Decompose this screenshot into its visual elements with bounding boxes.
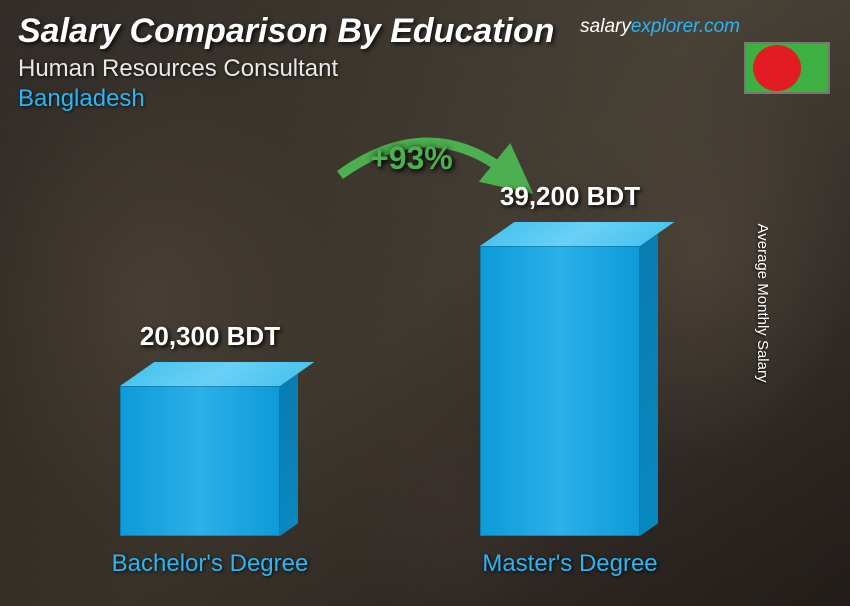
salary-bar-chart: +93% 20,300 BDTBachelor's Degree39,200 B… — [0, 156, 810, 576]
brand-part1: salary — [580, 16, 631, 37]
brand-logo: salaryexplorer.com — [580, 16, 740, 38]
bar-top — [480, 222, 674, 246]
bar-side — [640, 233, 658, 536]
country-label: Bangladesh — [18, 85, 832, 113]
bar-top — [120, 362, 314, 386]
bar-side — [280, 373, 298, 536]
bar-category-label: Bachelor's Degree — [80, 550, 340, 578]
bar-category-label: Master's Degree — [440, 550, 700, 578]
country-flag-icon — [744, 42, 830, 94]
bar-front — [480, 246, 640, 536]
percentage-increase-badge: +93% — [370, 140, 453, 177]
page-subtitle: Human Resources Consultant — [18, 55, 832, 83]
bar-value-label: 20,300 BDT — [100, 321, 320, 352]
brand-part3: .com — [699, 16, 740, 37]
brand-part2: explorer — [631, 16, 699, 37]
bar-value-label: 39,200 BDT — [460, 181, 680, 212]
bar-front — [120, 386, 280, 536]
